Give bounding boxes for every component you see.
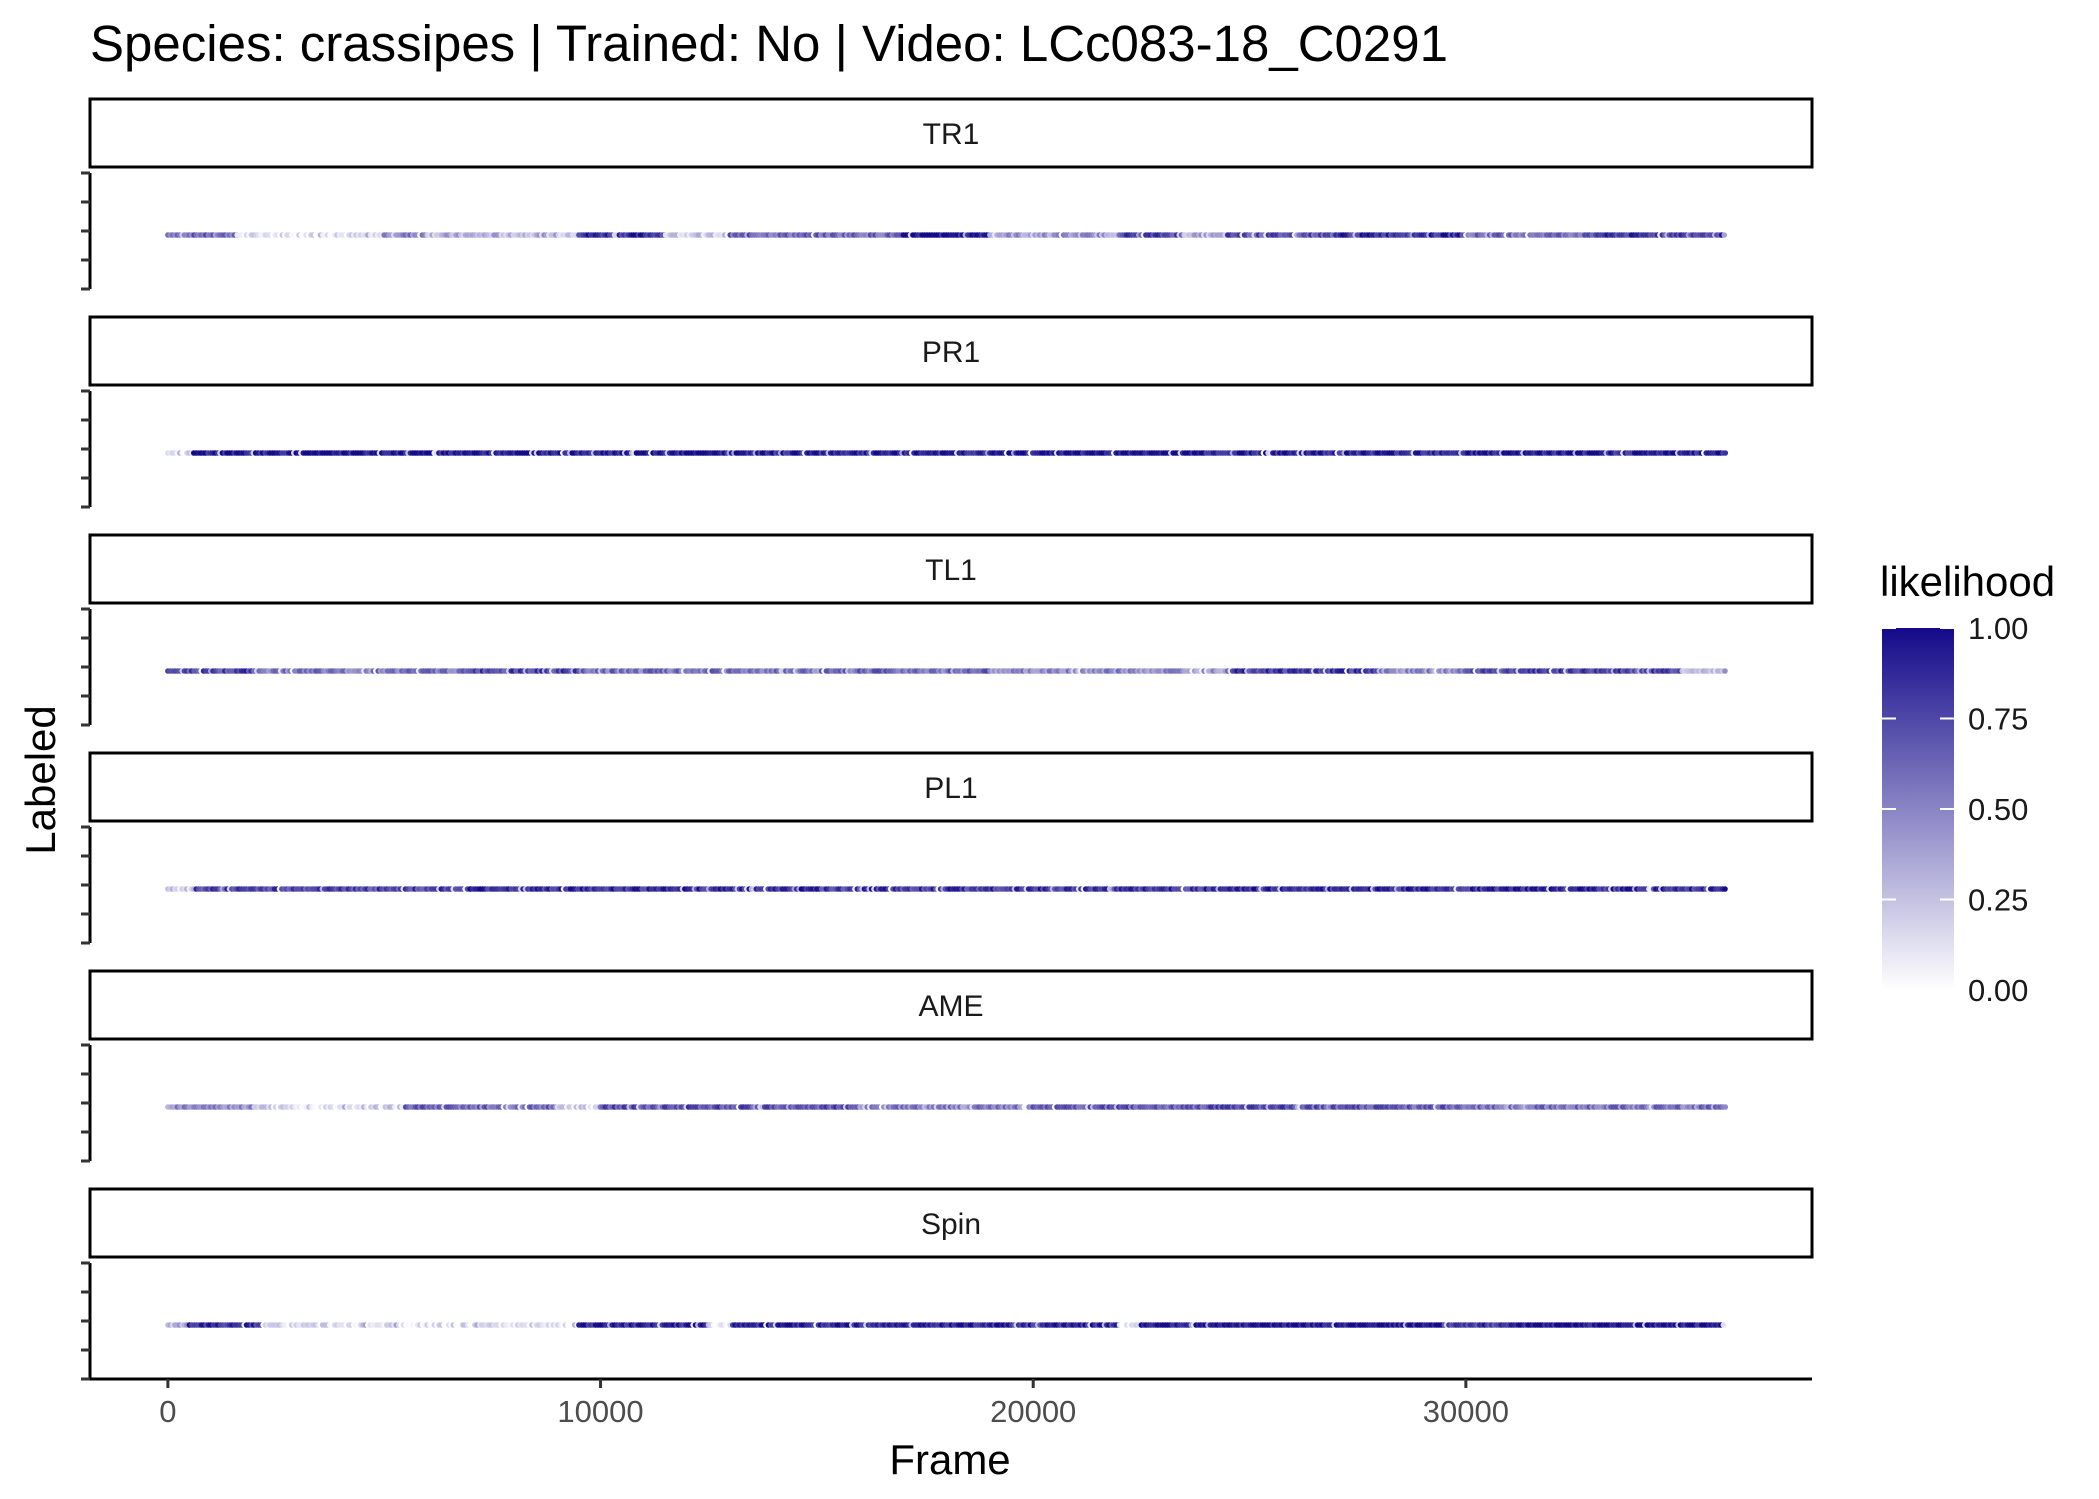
legend-label: 0.00: [1968, 973, 2028, 1008]
legend-label: 0.25: [1968, 883, 2028, 918]
data-point-group: [165, 1104, 1729, 1110]
x-tick-label: 20000: [990, 1394, 1076, 1429]
legend-label: 1.00: [1968, 611, 2028, 646]
x-axis-title: Frame: [889, 1436, 1010, 1483]
facet-strip-label: TR1: [923, 118, 980, 151]
legend-title: likelihood: [1880, 558, 2055, 605]
facet-panel-tr1: TR1: [81, 97, 1814, 291]
legend-label: 0.50: [1968, 792, 2028, 827]
facet-panel-tl1: TL1: [81, 533, 1814, 727]
chart-title: Species: crassipes | Trained: No | Video…: [90, 15, 1448, 72]
facet-strip-label: Spin: [921, 1208, 981, 1241]
facet-panel-pr1: PR1: [81, 315, 1814, 509]
legend-label: 0.75: [1968, 702, 2028, 737]
x-tick-label: 10000: [557, 1394, 643, 1429]
facet-strip: [88, 97, 1814, 169]
facet-strip-label: PR1: [922, 336, 980, 369]
data-point: [1722, 886, 1728, 892]
data-point-group: [165, 232, 1727, 238]
facet-strip: [88, 533, 1814, 605]
x-tick-label: 30000: [1423, 1394, 1509, 1429]
panels-layer: TR1 PR1 TL1 PL1 AME Spin: [81, 97, 1814, 1381]
data-point-group: [165, 886, 1728, 892]
facet-strip: [88, 315, 1814, 387]
data-point: [1720, 1322, 1727, 1328]
data-point: [1722, 450, 1729, 456]
data-point: [1722, 668, 1728, 674]
data-point-group: [165, 450, 1729, 456]
y-axis-title: Labeled: [17, 705, 64, 854]
x-tick-label: 0: [159, 1394, 176, 1429]
facet-strip-label: AME: [918, 990, 983, 1023]
data-point: [1722, 1104, 1729, 1110]
data-point-group: [165, 1322, 1727, 1328]
data-point-group: [165, 668, 1728, 674]
facet-strip-label: PL1: [924, 772, 977, 805]
data-point: [1721, 232, 1727, 238]
facet-strip-label: TL1: [925, 554, 977, 587]
